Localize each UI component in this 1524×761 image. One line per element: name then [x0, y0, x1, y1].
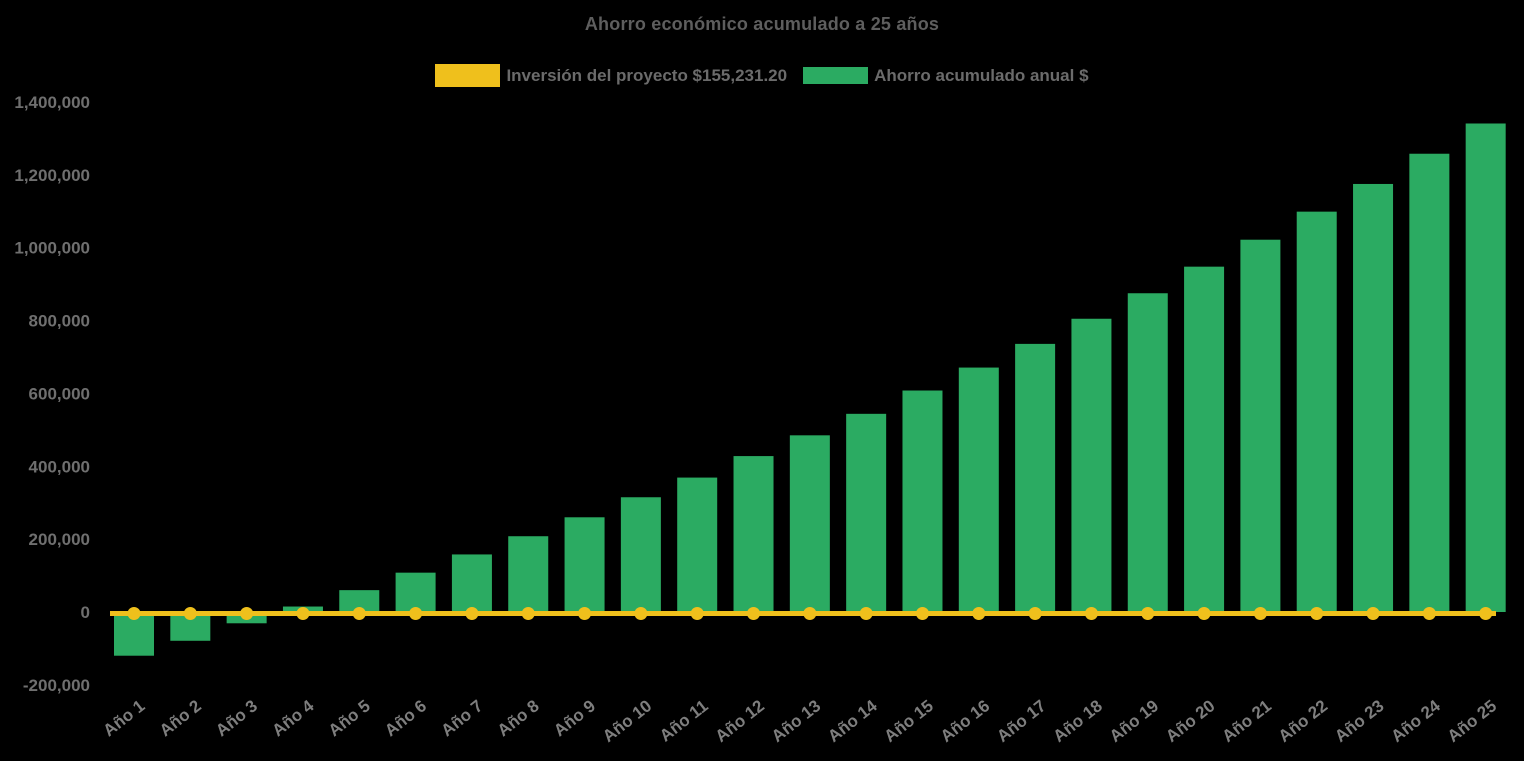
x-axis-tick-label: Año 20	[1162, 696, 1218, 746]
investment-line-marker	[1253, 607, 1267, 620]
investment-line-marker	[1141, 607, 1155, 620]
x-axis-tick-label: Año 6	[381, 696, 430, 740]
savings-bar	[620, 497, 661, 612]
investment-line-marker	[1479, 607, 1493, 620]
investment-line-marker	[690, 607, 704, 620]
y-axis-tick-label: 1,000,000	[14, 239, 90, 258]
investment-line-marker	[803, 607, 817, 620]
x-axis-tick-label: Año 5	[325, 696, 374, 740]
savings-bar	[846, 413, 887, 612]
savings-bar	[1015, 343, 1056, 612]
investment-line-marker	[972, 607, 986, 620]
savings-bar	[733, 456, 774, 612]
x-axis-tick-label: Año 23	[1331, 696, 1387, 746]
legend-swatch-investment-line	[435, 64, 501, 87]
x-axis-tick-label: Año 14	[824, 696, 881, 746]
investment-line-marker	[183, 607, 197, 620]
investment-line-marker	[634, 607, 648, 620]
investment-line-marker	[521, 607, 535, 620]
investment-line-marker	[296, 607, 310, 620]
savings-bar	[508, 536, 549, 612]
savings-bar	[395, 572, 436, 612]
x-axis-tick-label: Año 18	[1050, 696, 1106, 746]
savings-bar	[451, 554, 492, 612]
savings-bar	[1184, 266, 1225, 612]
x-axis-tick-label: Año 24	[1387, 696, 1444, 746]
investment-line-marker	[465, 607, 479, 620]
x-axis-tick-label: Año 12	[712, 696, 768, 746]
y-axis-tick-label: -200,000	[23, 676, 90, 695]
savings-bar	[1127, 293, 1168, 612]
x-axis-tick-label: Año 3	[212, 696, 261, 740]
investment-line-marker	[747, 607, 761, 620]
savings-bar	[677, 477, 718, 612]
investment-line-marker	[409, 607, 423, 620]
savings-bar	[958, 367, 999, 612]
investment-line-marker	[1084, 607, 1098, 620]
chart-title: Ahorro económico acumulado a 25 años	[584, 14, 940, 34]
chart-legend: Inversión del proyecto $155,231.20 Ahorr…	[0, 64, 1524, 87]
y-axis-tick-label: 0	[81, 603, 90, 622]
savings-bar	[1353, 183, 1394, 612]
investment-line-marker	[240, 607, 254, 620]
savings-bar	[1465, 123, 1506, 613]
investment-line-marker	[1366, 607, 1380, 620]
x-axis-tick-label: Año 25	[1444, 696, 1500, 746]
investment-line-marker	[578, 607, 592, 620]
savings-bar	[1409, 153, 1450, 612]
x-axis-tick-label: Año 16	[937, 696, 993, 746]
savings-bar	[564, 517, 605, 612]
x-axis-tick-label: Año 19	[1106, 696, 1162, 746]
savings-bar	[1240, 239, 1281, 612]
investment-line-marker	[859, 607, 873, 620]
savings-bar	[902, 390, 943, 612]
investment-line-marker	[1197, 607, 1211, 620]
x-axis-tick-label: Año 2	[156, 696, 205, 740]
x-axis-tick-label: Año 21	[1218, 696, 1274, 746]
x-axis-tick-label: Año 22	[1275, 696, 1331, 746]
x-axis-tick-label: Año 9	[550, 696, 599, 740]
investment-line-marker	[127, 607, 141, 620]
y-axis-tick-label: 200,000	[29, 530, 90, 549]
legend-item-investment: Inversión del proyecto $155,231.20	[435, 64, 787, 87]
legend-label-investment: Inversión del proyecto $155,231.20	[506, 65, 788, 85]
y-axis-tick-label: 1,400,000	[14, 93, 90, 112]
investment-line-marker	[915, 607, 929, 620]
x-axis-tick-label: Año 15	[881, 696, 937, 746]
investment-line-marker	[352, 607, 366, 620]
y-axis-tick-label: 600,000	[29, 384, 90, 403]
x-axis-tick-label: Año 10	[599, 696, 655, 746]
x-axis-tick-label: Año 1	[100, 696, 149, 740]
investment-line-marker	[1310, 607, 1324, 620]
y-axis-tick-label: 1,200,000	[14, 166, 90, 185]
y-axis-tick-label: 800,000	[29, 312, 90, 331]
legend-item-savings: Ahorro acumulado anual $	[803, 65, 1089, 86]
savings-bar	[1296, 211, 1337, 612]
x-axis-tick-label: Año 4	[269, 696, 318, 740]
savings-bar	[339, 590, 380, 612]
savings-bar	[789, 435, 830, 612]
legend-swatch-savings-bar	[803, 67, 869, 84]
legend-label-savings: Ahorro acumulado anual $	[874, 65, 1089, 85]
x-axis-tick-label: Año 7	[437, 696, 486, 740]
x-axis-tick-label: Año 13	[768, 696, 824, 746]
investment-line-marker	[1422, 607, 1436, 620]
x-axis-tick-label: Año 11	[656, 696, 712, 745]
y-axis-tick-label: 400,000	[29, 457, 90, 476]
x-axis-tick-label: Año 17	[993, 696, 1049, 746]
x-axis-tick-label: Año 8	[494, 696, 543, 740]
savings-bar	[1071, 318, 1112, 612]
investment-line-marker	[1028, 607, 1042, 620]
